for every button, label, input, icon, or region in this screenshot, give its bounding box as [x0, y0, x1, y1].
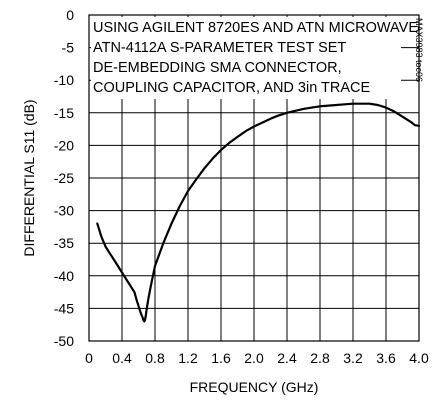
y-tick-label: -45: [54, 300, 74, 316]
annotation-box: USING AGILENT 8720ES AND ATN MICROWAVE A…: [91, 17, 418, 99]
x-tick-label: 0.8: [145, 350, 165, 366]
annotation-line-3: DE-EMBEDDING SMA CONNECTOR,: [93, 60, 342, 76]
x-tick-label: 2.0: [244, 350, 264, 366]
x-tick-label: 2.8: [310, 350, 330, 366]
series-line: [96, 102, 421, 323]
plot-frame: [88, 14, 420, 342]
y-tick-label: -50: [54, 333, 74, 349]
y-tick-label: -5: [62, 40, 75, 56]
x-tick-label: 2.4: [277, 350, 297, 366]
y-tick-label: -35: [54, 235, 74, 251]
x-tick-labels: 0 0.4 0.8 1.2 1.6 2.0 2.4 2.8 3.2 3.6 4.0: [85, 350, 429, 366]
y-tick-label: 0: [66, 7, 74, 23]
annotation-line-1: USING AGILENT 8720ES AND ATN MICROWAVE: [93, 20, 418, 36]
x-tick-label: 4.0: [409, 350, 429, 366]
annotation-line-4: COUPLING CAPACITOR, AND 3in TRACE: [93, 80, 371, 96]
y-axis-title: DIFFERENTIAL S11 (dB): [21, 99, 37, 256]
y-tick-label: -25: [54, 170, 74, 186]
y-tick-label: -15: [54, 105, 74, 121]
x-axis-title: FREQUENCY (GHz): [190, 379, 319, 395]
figure-code: MAX3983 toc06: [414, 18, 424, 82]
y-tick-label: -40: [54, 268, 74, 284]
x-tick-label: 0: [85, 350, 93, 366]
y-tick-labels: 0 -5 -10 -15 -20 -25 -30 -35 -40 -45 -50: [54, 7, 74, 349]
y-tick-label: -30: [54, 203, 74, 219]
y-tick-label: -20: [54, 137, 74, 153]
x-tick-label: 3.6: [376, 350, 396, 366]
y-tick-label: -10: [54, 72, 74, 88]
x-tick-label: 1.2: [178, 350, 198, 366]
annotation-line-2: ATN-4112A S-PARAMETER TEST SET: [93, 40, 346, 56]
x-tick-label: 0.4: [112, 350, 132, 366]
annotation-background: [91, 17, 401, 99]
x-tick-label: 3.2: [343, 350, 363, 366]
x-tick-label: 1.6: [211, 350, 231, 366]
